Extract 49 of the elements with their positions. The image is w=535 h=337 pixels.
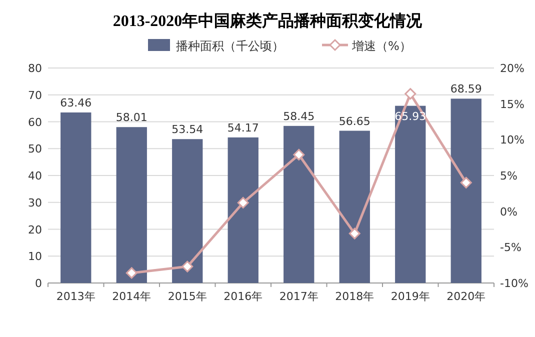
legend-label: 增速（%） (351, 39, 412, 53)
bar (116, 127, 147, 283)
y-tick-label: 20 (28, 223, 42, 236)
bar (228, 137, 258, 283)
y2-tick-label: 5% (500, 170, 518, 182)
x-tick-label: 2016年 (224, 290, 263, 303)
bar (450, 98, 482, 283)
point (293, 148, 305, 160)
point (237, 196, 249, 208)
x-tick-label: 2019年 (390, 290, 430, 303)
x-tick-label: 2017年 (279, 290, 318, 303)
bar (60, 112, 92, 283)
x-tick-label: 2013年 (56, 290, 96, 303)
y-tick-label: 40 (28, 170, 42, 182)
y2-tick-label: -5% (500, 241, 522, 254)
y2-tick-label: 10% (500, 134, 524, 147)
y2-tick-label: 0% (500, 205, 518, 218)
y2-tick-label: -10% (500, 277, 528, 290)
data-label: 58.45 (283, 110, 315, 123)
chart-title: 2013-2020年中国麻类产品播种面积变化情况 (112, 12, 424, 30)
point (348, 228, 360, 240)
y-tick-label: 30 (28, 196, 42, 210)
bar (284, 126, 314, 283)
point (404, 88, 416, 100)
data-label: 58.01 (116, 111, 148, 124)
point (126, 267, 138, 279)
x-tick-label: 2018年 (335, 290, 374, 303)
bar (339, 130, 370, 283)
y2-tick-label: 15% (500, 98, 524, 111)
y-tick-label: 50 (28, 142, 42, 156)
point (182, 260, 194, 272)
x-tick-label: 2015年 (168, 290, 207, 303)
data-label: 63.46 (60, 96, 92, 110)
data-label: 53.54 (172, 123, 204, 136)
y2-tick-label: 20% (500, 62, 524, 75)
x-tick-label: 2014年 (112, 290, 152, 303)
point (460, 176, 472, 188)
data-label: 68.59 (450, 82, 482, 96)
y-tick-label: 0 (35, 277, 42, 290)
bar (395, 106, 426, 283)
x-tick-label: 2020年 (446, 290, 486, 303)
data-label: 56.65 (338, 114, 370, 128)
y-tick-label: 10 (28, 250, 42, 264)
bar (172, 139, 203, 283)
y-tick-label: 70 (28, 88, 42, 102)
legend-label: 播种面积（千公顷） (176, 39, 284, 53)
y-tick-label: 80 (28, 62, 42, 75)
y-tick-label: 60 (28, 116, 42, 129)
data-label: 54.17 (227, 121, 259, 134)
